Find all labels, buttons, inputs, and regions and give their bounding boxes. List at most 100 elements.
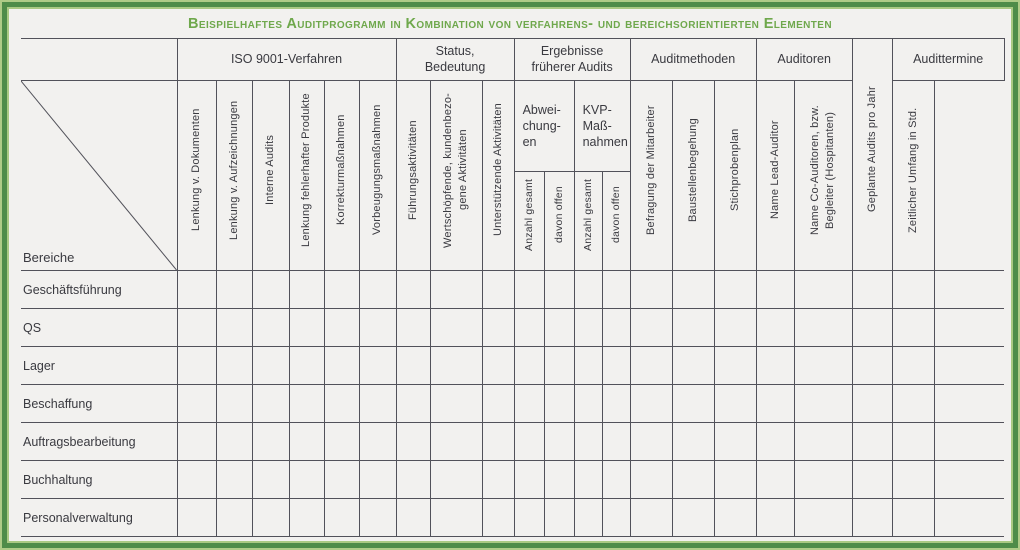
column-header-name-lead-auditor: Name Lead-Auditor xyxy=(755,80,795,271)
table-cell xyxy=(215,270,253,309)
table-cell xyxy=(395,308,431,347)
column-header-termine-blank xyxy=(933,80,1005,271)
table-cell xyxy=(891,384,935,423)
table-cell xyxy=(851,346,893,385)
page-content: Beispielhaftes Auditprogramm in Kombinat… xyxy=(7,7,1013,543)
table-cell xyxy=(395,270,431,309)
table-cell xyxy=(671,460,715,499)
table-cell xyxy=(323,460,360,499)
corner-diagonal-cell: Bereiche xyxy=(21,80,178,271)
table-cell xyxy=(851,422,893,461)
table-cell xyxy=(543,308,575,347)
table-cell xyxy=(755,422,795,461)
table-cell xyxy=(601,346,631,385)
table-cell xyxy=(573,498,603,537)
table-cell xyxy=(358,346,397,385)
table-cell xyxy=(215,308,253,347)
table-cell xyxy=(755,308,795,347)
table-cell xyxy=(513,460,545,499)
table-cell xyxy=(713,270,757,309)
table-cell xyxy=(288,384,325,423)
table-cell xyxy=(851,460,893,499)
group-header-auditoren: Auditoren xyxy=(755,38,853,81)
table-cell xyxy=(481,308,515,347)
table-cell xyxy=(481,270,515,309)
table-cell xyxy=(713,498,757,537)
table-cell xyxy=(543,422,575,461)
table-cell xyxy=(481,460,515,499)
sub-header-row: Anzahl gesamt davon offen Anzahl gesamt … xyxy=(21,171,1004,271)
table-cell xyxy=(573,460,603,499)
table-cell xyxy=(323,498,360,537)
table-cell xyxy=(176,460,217,499)
table-cell xyxy=(573,346,603,385)
table-row: Auftragsbearbeitung xyxy=(21,422,1005,461)
table-cell xyxy=(671,384,715,423)
table-cell xyxy=(933,498,1005,537)
table-cell xyxy=(288,308,325,347)
table-cell xyxy=(429,270,483,309)
column-header-name-co-auditoren: Name Co-Auditoren, bzw. Begleiter (Hospi… xyxy=(793,80,853,271)
column-header-lenkung-fehlerhafter-produkte: Lenkung fehlerhafter Produkte xyxy=(288,80,325,271)
table-cell xyxy=(288,346,325,385)
table-cell xyxy=(251,308,290,347)
row-label: Lager xyxy=(21,346,178,385)
table-cell xyxy=(933,308,1005,347)
table-cell xyxy=(395,460,431,499)
table-cell xyxy=(601,460,631,499)
table-cell xyxy=(793,346,853,385)
table-cell xyxy=(288,460,325,499)
table-cell xyxy=(323,346,360,385)
table-cell xyxy=(481,384,515,423)
table-cell xyxy=(395,422,431,461)
table-cell xyxy=(513,384,545,423)
table-cell xyxy=(851,308,893,347)
table-cell xyxy=(429,384,483,423)
table-cell xyxy=(176,384,217,423)
table-cell xyxy=(358,384,397,423)
group-header-audittermine: Audittermine xyxy=(891,38,1005,81)
table-cell xyxy=(429,498,483,537)
table-cell xyxy=(713,460,757,499)
table-cell xyxy=(481,498,515,537)
column-header-lenkung-dokumenten: Lenkung v. Dokumenten xyxy=(176,80,217,271)
row-label: Buchhaltung xyxy=(21,460,178,499)
table-cell xyxy=(251,346,290,385)
table-cell xyxy=(429,346,483,385)
table-cell xyxy=(629,498,673,537)
table-cell xyxy=(358,460,397,499)
table-cell xyxy=(629,422,673,461)
table-cell xyxy=(891,346,935,385)
table-cell xyxy=(793,270,853,309)
table-row: Beschaffung xyxy=(21,384,1005,423)
table-cell xyxy=(793,498,853,537)
table-cell xyxy=(215,346,253,385)
table-cell xyxy=(629,270,673,309)
table-cell xyxy=(573,270,603,309)
table-row: QS xyxy=(21,308,1005,347)
table-cell xyxy=(891,460,935,499)
row-label: Personalverwaltung xyxy=(21,498,178,537)
table-cell xyxy=(323,308,360,347)
table-cell xyxy=(481,422,515,461)
table-cell xyxy=(671,422,715,461)
column-header-unterstuetzende-aktivitaeten: Unterstützende Aktivitäten xyxy=(481,80,515,271)
table-cell xyxy=(176,346,217,385)
table-cell xyxy=(891,498,935,537)
column-header-stichprobenplan: Stichprobenplan xyxy=(713,80,757,271)
table-cell xyxy=(358,498,397,537)
table-cell xyxy=(215,384,253,423)
table-cell xyxy=(713,346,757,385)
table-cell xyxy=(573,308,603,347)
table-cell xyxy=(251,270,290,309)
table-cell xyxy=(358,308,397,347)
table-cell xyxy=(713,422,757,461)
column-header-baustellenbegehung: Baustellenbegehung xyxy=(671,80,715,271)
column-header-kvp-anzahl-gesamt: Anzahl gesamt xyxy=(573,171,603,271)
table-cell xyxy=(755,498,795,537)
group-header-ergebnisse: Ergebnisse früherer Audits xyxy=(513,38,631,81)
table-cell xyxy=(251,498,290,537)
group-header-auditmethoden: Auditmethoden xyxy=(629,38,757,81)
table-row: Geschäftsführung xyxy=(21,270,1005,309)
table-cell xyxy=(176,270,217,309)
